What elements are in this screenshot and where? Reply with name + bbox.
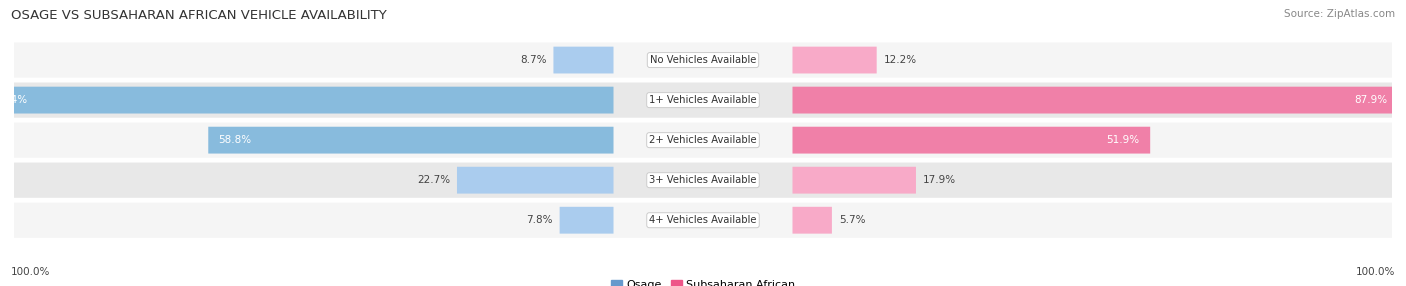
Text: 100.0%: 100.0% [11,267,51,277]
Text: Source: ZipAtlas.com: Source: ZipAtlas.com [1284,9,1395,19]
FancyBboxPatch shape [14,82,1392,118]
FancyBboxPatch shape [14,42,1392,78]
Text: OSAGE VS SUBSAHARAN AFRICAN VEHICLE AVAILABILITY: OSAGE VS SUBSAHARAN AFRICAN VEHICLE AVAI… [11,9,387,21]
Text: 3+ Vehicles Available: 3+ Vehicles Available [650,175,756,185]
FancyBboxPatch shape [208,127,613,154]
FancyBboxPatch shape [457,167,613,194]
Text: 51.9%: 51.9% [1107,135,1140,145]
FancyBboxPatch shape [793,207,832,234]
FancyBboxPatch shape [14,162,1392,198]
FancyBboxPatch shape [14,202,1392,238]
Text: 12.2%: 12.2% [883,55,917,65]
Text: 87.9%: 87.9% [1355,95,1388,105]
Text: 91.4%: 91.4% [0,95,27,105]
FancyBboxPatch shape [793,167,915,194]
Text: 17.9%: 17.9% [922,175,956,185]
Text: 1+ Vehicles Available: 1+ Vehicles Available [650,95,756,105]
Text: 22.7%: 22.7% [418,175,450,185]
FancyBboxPatch shape [554,47,613,74]
Text: 5.7%: 5.7% [839,215,865,225]
FancyBboxPatch shape [14,122,1392,158]
FancyBboxPatch shape [793,127,1150,154]
Text: 58.8%: 58.8% [219,135,252,145]
Text: No Vehicles Available: No Vehicles Available [650,55,756,65]
FancyBboxPatch shape [0,87,613,114]
Text: 7.8%: 7.8% [526,215,553,225]
Legend: Osage, Subsaharan African: Osage, Subsaharan African [606,275,800,286]
Text: 2+ Vehicles Available: 2+ Vehicles Available [650,135,756,145]
Text: 100.0%: 100.0% [1355,267,1395,277]
Text: 4+ Vehicles Available: 4+ Vehicles Available [650,215,756,225]
FancyBboxPatch shape [560,207,613,234]
FancyBboxPatch shape [793,47,877,74]
FancyBboxPatch shape [793,87,1398,114]
Text: 8.7%: 8.7% [520,55,547,65]
